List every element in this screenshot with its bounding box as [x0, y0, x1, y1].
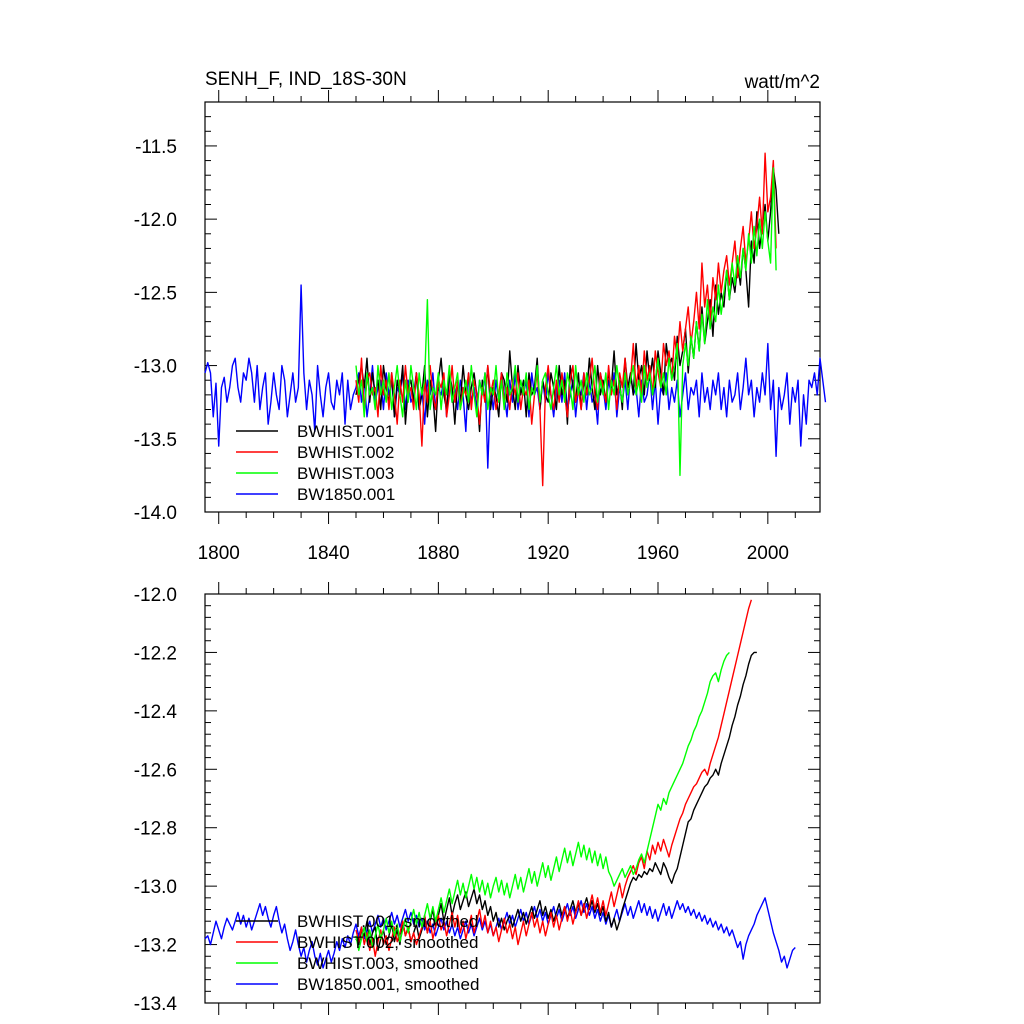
- x-tick-label: 1800: [198, 543, 240, 564]
- chart-title: SENH_F, IND_18S-30N: [205, 69, 407, 90]
- legend-label: BWHIST.002, smoothed: [297, 933, 478, 952]
- x-tick-label: 1880: [417, 543, 459, 564]
- units-label: watt/m^2: [744, 72, 820, 93]
- y-tick-label: -13.4: [134, 994, 178, 1015]
- legend-label: BWHIST.003, smoothed: [297, 954, 478, 973]
- series-line-bwhist-003: [355, 167, 777, 477]
- y-tick-label: -12.2: [134, 643, 177, 664]
- y-tick-label: -13.0: [134, 877, 177, 898]
- legend-label: BWHIST.002: [297, 443, 394, 462]
- series-line-bwhist-002-smoothed: [355, 599, 753, 957]
- x-tick-label: 1840: [307, 543, 349, 564]
- x-tick-label: 2000: [747, 543, 789, 564]
- y-tick-label: -12.0: [134, 210, 177, 231]
- legend-label: BWHIST.003: [297, 464, 394, 483]
- series-line-bwhist-002: [355, 152, 777, 487]
- legend-label: BW1850.001, smoothed: [297, 975, 479, 994]
- series-line-bwhist-003-smoothed: [355, 651, 730, 952]
- y-tick-label: -12.4: [134, 702, 178, 723]
- bottom-panel: -13.4 -13.2 -13.0 -12.8 -12.6 -12.4 -12.2 -12.0…: [134, 582, 821, 1015]
- top-panel: SENH_F, IND_18S-30N watt/m^2 1800 1840 188…: [134, 69, 827, 564]
- legend-label: BWHIST.001, smoothed: [297, 912, 478, 931]
- y-tick-label: -12.0: [134, 585, 177, 606]
- legend-label: BW1850.001: [297, 485, 395, 504]
- series-line-bwhist-001-smoothed: [355, 651, 757, 952]
- y-tick-label: -12.6: [134, 760, 177, 781]
- legend-label: BWHIST.001: [297, 422, 394, 441]
- y-tick-label: -12.8: [134, 819, 177, 840]
- y-tick-label: -13.0: [134, 357, 177, 378]
- y-tick-label: -11.5: [135, 137, 177, 158]
- plot-frame: [204, 593, 821, 1004]
- y-tick-label: -14.0: [134, 503, 177, 524]
- x-tick-label: 1960: [637, 543, 679, 564]
- y-tick-label: -12.5: [134, 283, 177, 304]
- y-tick-label: -13.2: [134, 936, 177, 957]
- x-tick-label: 1920: [527, 543, 569, 564]
- y-tick-label: -13.5: [134, 430, 177, 451]
